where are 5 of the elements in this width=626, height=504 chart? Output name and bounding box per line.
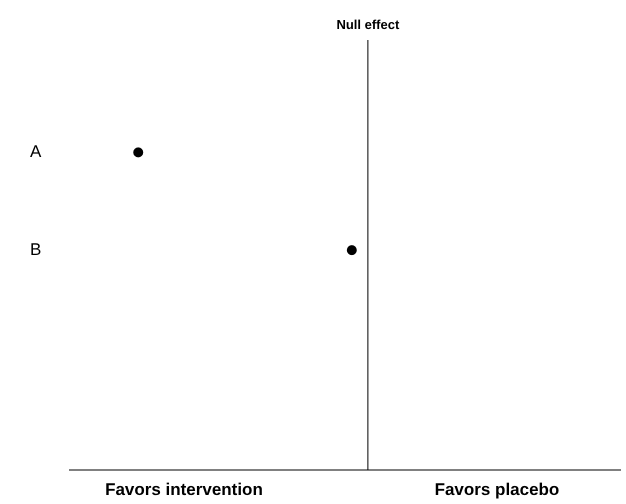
text: Favors intervention — [105, 480, 263, 500]
text: Favors placebo — [434, 480, 560, 500]
ref-line-label: Null effect — [336, 17, 400, 32]
y-tick-label: A — [30, 142, 42, 162]
y-tick-label: B — [30, 240, 42, 259]
